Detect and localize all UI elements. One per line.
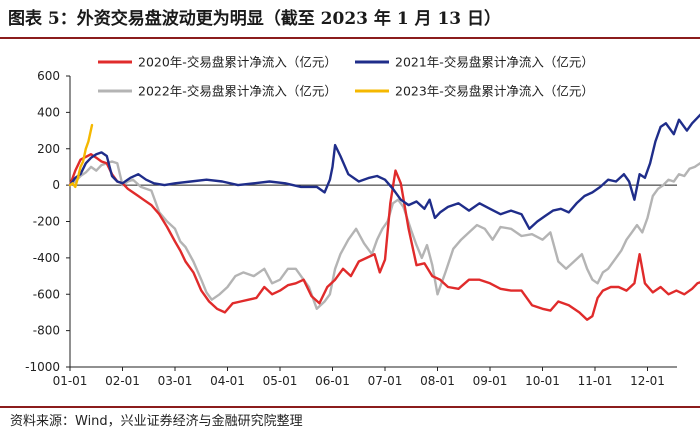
legend-item: 2021年-交易盘累计净流入（亿元） [355, 55, 594, 70]
legend-label: 2020年-交易盘累计净流入（亿元） [138, 55, 337, 70]
x-tick-label: 07-01 [368, 374, 403, 388]
y-tick-label: -200 [33, 215, 60, 229]
y-tick-label: 400 [37, 105, 60, 119]
y-tick-label: 200 [37, 142, 60, 156]
legend-item: 2020年-交易盘累计净流入（亿元） [98, 55, 337, 70]
title-rule [0, 37, 700, 39]
x-tick-label: 09-01 [473, 374, 508, 388]
series-line [68, 123, 94, 189]
x-tick-label: 04-01 [210, 374, 245, 388]
x-tick-label: 06-01 [315, 374, 350, 388]
line-chart: -1000 -800 -600 -400 -200 0 200 400 600 01-01 02-0… [25, 55, 700, 388]
source-note: 资料来源：Wind，兴业证券经济与金融研究院整理 [10, 414, 303, 429]
x-tick-label: 03-01 [158, 374, 193, 388]
series-line [68, 153, 700, 321]
x-tick-label: 05-01 [263, 374, 298, 388]
x-tick-label: 11-01 [578, 374, 613, 388]
x-tick-label: 02-01 [105, 374, 140, 388]
legend-item: 2023年-交易盘累计净流入（亿元） [355, 84, 594, 99]
legend-label: 2022年-交易盘累计净流入（亿元） [138, 84, 337, 99]
y-tick-label: -1000 [25, 360, 60, 374]
series-line [68, 113, 700, 230]
source-rule [0, 406, 700, 408]
chart-legend: 2020年-交易盘累计净流入（亿元） 2021年-交易盘累计净流入（亿元） 2022… [98, 55, 594, 99]
y-tick-label: -400 [33, 251, 60, 265]
x-tick-label: 01-01 [53, 374, 88, 388]
legend-item: 2022年-交易盘累计净流入（亿元） [98, 84, 337, 99]
figure-title: 图表 5：外资交易盘波动更为明显（截至 2023 年 1 月 13 日） [8, 9, 502, 29]
y-tick-label: 0 [52, 178, 60, 192]
y-tick-label: -800 [33, 324, 60, 338]
legend-label: 2023年-交易盘累计净流入（亿元） [395, 84, 594, 99]
x-tick-label: 10-01 [525, 374, 560, 388]
y-tick-label: -600 [33, 287, 60, 301]
y-tick-label: 600 [37, 69, 60, 83]
legend-label: 2021年-交易盘累计净流入（亿元） [395, 55, 594, 70]
x-tick-label: 12-01 [630, 374, 665, 388]
chart-series [68, 113, 700, 321]
x-tick-label: 08-01 [420, 374, 455, 388]
chart-axes: -1000 -800 -600 -400 -200 0 200 400 600 01-01 02-0… [25, 69, 677, 388]
